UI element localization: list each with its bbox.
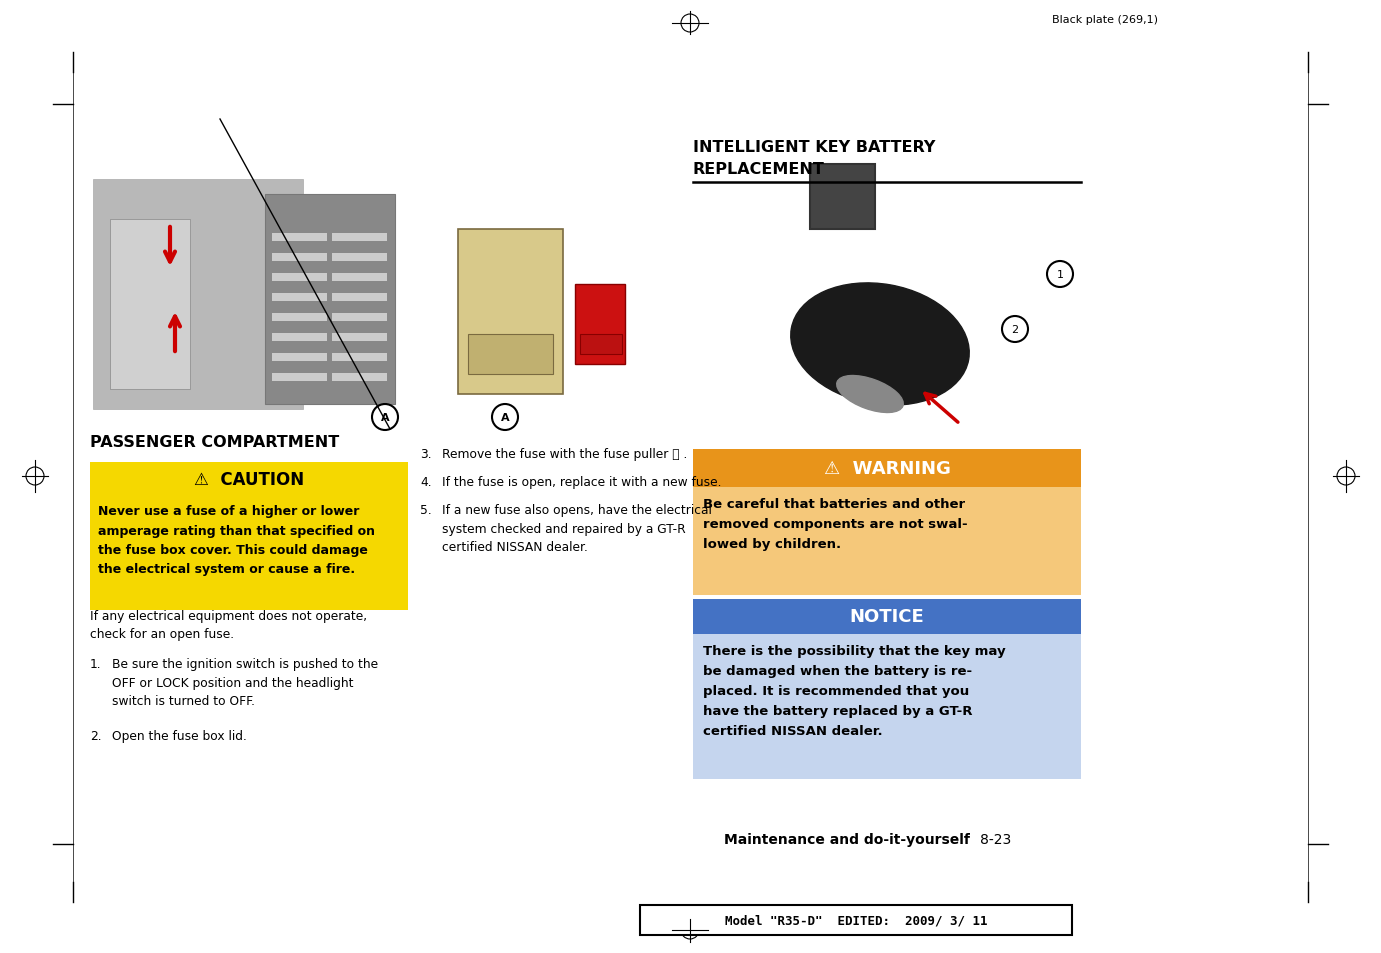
Text: 2: 2: [1011, 325, 1019, 335]
FancyBboxPatch shape: [693, 599, 1081, 635]
Text: Maintenance and do-it-yourself: Maintenance and do-it-yourself: [724, 832, 969, 846]
FancyBboxPatch shape: [693, 450, 1081, 488]
Text: Never use a fuse of a higher or lower
amperage rating than that specified on
the: Never use a fuse of a higher or lower am…: [98, 504, 376, 576]
FancyBboxPatch shape: [331, 294, 387, 302]
FancyBboxPatch shape: [272, 354, 327, 361]
Text: Be sure the ignition switch is pushed to the
OFF or LOCK position and the headli: Be sure the ignition switch is pushed to…: [112, 658, 378, 707]
FancyBboxPatch shape: [580, 335, 621, 355]
FancyBboxPatch shape: [331, 374, 387, 381]
Text: 4.: 4.: [420, 476, 432, 489]
FancyBboxPatch shape: [331, 253, 387, 262]
FancyBboxPatch shape: [693, 488, 1081, 596]
Text: There is the possibility that the key may
be damaged when the battery is re-
pla: There is the possibility that the key ma…: [703, 644, 1005, 738]
Text: 8-23: 8-23: [981, 832, 1011, 846]
Ellipse shape: [791, 284, 969, 406]
FancyBboxPatch shape: [331, 334, 387, 341]
FancyBboxPatch shape: [272, 334, 327, 341]
Text: REPLACEMENT: REPLACEMENT: [693, 162, 824, 177]
Text: NOTICE: NOTICE: [849, 608, 924, 626]
FancyBboxPatch shape: [693, 635, 1081, 780]
FancyBboxPatch shape: [331, 314, 387, 322]
Text: A: A: [381, 413, 389, 422]
FancyBboxPatch shape: [265, 194, 395, 405]
Text: If any electrical equipment does not operate,: If any electrical equipment does not ope…: [90, 609, 367, 622]
Text: PASSENGER COMPARTMENT: PASSENGER COMPARTMENT: [90, 435, 340, 450]
Text: 1: 1: [1056, 270, 1063, 280]
FancyBboxPatch shape: [110, 220, 191, 390]
FancyBboxPatch shape: [272, 374, 327, 381]
FancyBboxPatch shape: [90, 497, 407, 610]
Text: ⚠  CAUTION: ⚠ CAUTION: [193, 471, 304, 489]
Text: If a new fuse also opens, have the electrical
system checked and repaired by a G: If a new fuse also opens, have the elect…: [442, 503, 711, 554]
Text: 5.: 5.: [420, 503, 432, 517]
Text: Open the fuse box lid.: Open the fuse box lid.: [112, 729, 247, 742]
Text: 2.: 2.: [90, 729, 102, 742]
Text: 3.: 3.: [420, 448, 432, 460]
FancyBboxPatch shape: [90, 462, 407, 497]
FancyBboxPatch shape: [272, 233, 327, 242]
Text: Be careful that batteries and other
removed components are not swal-
lowed by ch: Be careful that batteries and other remo…: [703, 497, 968, 551]
FancyBboxPatch shape: [811, 165, 876, 230]
FancyBboxPatch shape: [331, 274, 387, 282]
FancyBboxPatch shape: [331, 354, 387, 361]
FancyBboxPatch shape: [468, 335, 552, 375]
FancyBboxPatch shape: [272, 253, 327, 262]
Text: INTELLIGENT KEY BATTERY: INTELLIGENT KEY BATTERY: [693, 139, 935, 154]
FancyBboxPatch shape: [639, 905, 1072, 935]
Text: ⚠  WARNING: ⚠ WARNING: [823, 459, 950, 477]
Text: Remove the fuse with the fuse puller Ⓐ .: Remove the fuse with the fuse puller Ⓐ .: [442, 448, 688, 460]
Text: A: A: [501, 413, 510, 422]
FancyBboxPatch shape: [272, 294, 327, 302]
FancyBboxPatch shape: [331, 233, 387, 242]
Text: 1.: 1.: [90, 658, 102, 670]
Text: Model "R35-D"  EDITED:  2009/ 3/ 11: Model "R35-D" EDITED: 2009/ 3/ 11: [725, 914, 987, 926]
FancyBboxPatch shape: [272, 274, 327, 282]
FancyBboxPatch shape: [574, 285, 626, 365]
FancyBboxPatch shape: [93, 180, 302, 410]
Text: If the fuse is open, replace it with a new fuse.: If the fuse is open, replace it with a n…: [442, 476, 721, 489]
FancyBboxPatch shape: [272, 314, 327, 322]
Text: check for an open fuse.: check for an open fuse.: [90, 627, 235, 640]
Text: Black plate (269,1): Black plate (269,1): [1052, 15, 1159, 25]
Ellipse shape: [837, 376, 903, 413]
FancyBboxPatch shape: [458, 230, 563, 395]
